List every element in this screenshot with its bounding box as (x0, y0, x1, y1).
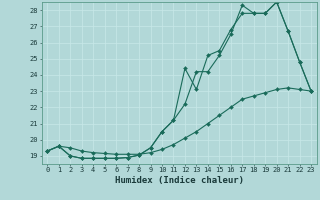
X-axis label: Humidex (Indice chaleur): Humidex (Indice chaleur) (115, 176, 244, 185)
